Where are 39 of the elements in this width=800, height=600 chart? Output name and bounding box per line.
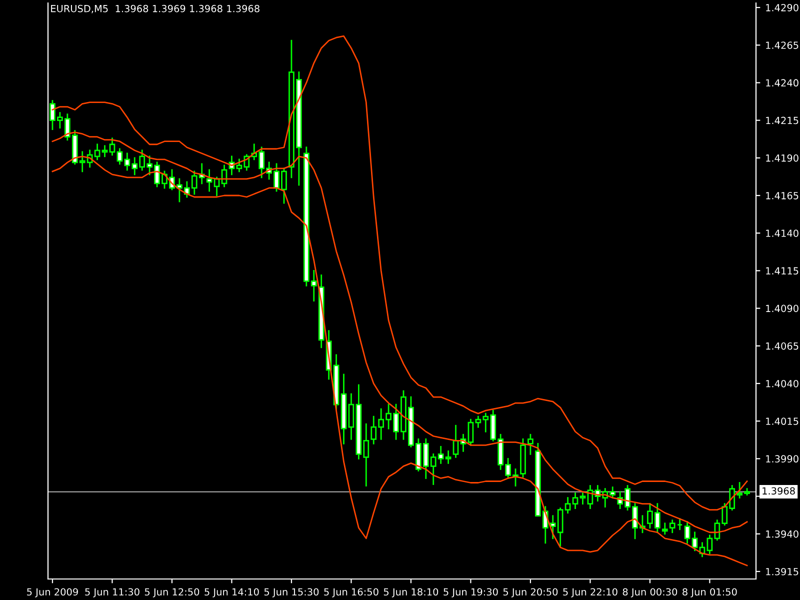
x-tick-label: 8 Jun 00:30 xyxy=(622,588,678,598)
y-tick-label: 1.4240 xyxy=(766,79,798,87)
x-tick-label: 5 Jun 14:10 xyxy=(204,588,259,598)
x-tick-label: 5 Jun 16:50 xyxy=(324,588,378,598)
candlestick xyxy=(662,522,668,535)
x-tick-label: 5 Jun 2009 xyxy=(27,588,78,598)
y-tick-label: 1.3940 xyxy=(766,530,798,538)
candlestick xyxy=(572,492,578,510)
candlestick xyxy=(221,164,228,188)
ref-line-label: 1.3968 xyxy=(762,487,795,495)
y-tick-label: 1.4215 xyxy=(766,116,798,124)
y-tick-label: 1.3990 xyxy=(766,455,798,463)
candlestick xyxy=(580,492,586,504)
y-tick-label: 1.4115 xyxy=(766,267,798,275)
candlestick xyxy=(102,145,108,158)
y-tick-label: 1.4265 xyxy=(766,42,798,49)
candlestick xyxy=(528,434,534,455)
x-tick-label: 5 Jun 18:10 xyxy=(384,588,438,598)
chart-title: EURUSD,M5 1.3968 1.3969 1.3968 1.3968 xyxy=(51,4,260,14)
candlestick xyxy=(692,532,698,552)
y-tick-label: 1.4040 xyxy=(766,380,798,388)
y-tick-label: 1.4165 xyxy=(766,192,798,200)
y-tick-label: 1.4190 xyxy=(766,154,798,162)
x-tick-label: 5 Jun 22:10 xyxy=(563,588,618,598)
y-tick-label: 1.4090 xyxy=(766,304,798,312)
candlestick xyxy=(669,520,676,534)
y-tick-label: 1.4015 xyxy=(766,418,798,425)
y-tick-label: 1.3915 xyxy=(766,568,798,576)
x-tick-label: 5 Jun 12:50 xyxy=(144,588,200,598)
x-tick-label: 5 Jun 19:30 xyxy=(444,588,498,598)
x-tick-label: 8 Jun 01:50 xyxy=(682,588,737,598)
x-tick-label: 5 Jun 11:30 xyxy=(85,588,140,598)
y-tick-label: 1.4065 xyxy=(766,342,798,350)
y-tick-label: 1.4290 xyxy=(766,4,798,12)
x-tick-label: 5 Jun 15:30 xyxy=(264,588,319,598)
candlestick xyxy=(684,521,690,544)
candlestick xyxy=(109,138,116,156)
y-tick-label: 1.4140 xyxy=(766,230,798,237)
x-tick-label: 5 Jun 20:50 xyxy=(503,588,558,598)
